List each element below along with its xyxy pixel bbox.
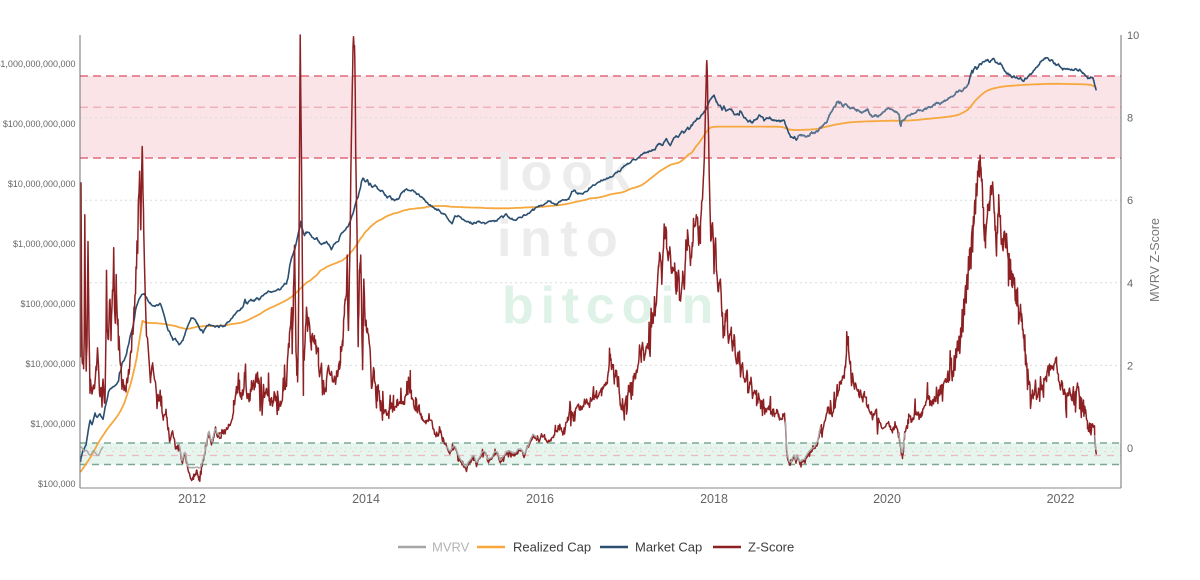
svg-text:$100,000,000: $100,000,000 — [20, 299, 75, 309]
svg-text:$1,000,000: $1,000,000 — [30, 419, 75, 429]
svg-text:look: look — [497, 144, 640, 202]
svg-text:$1,000,000,000: $1,000,000,000 — [13, 239, 76, 249]
svg-text:4: 4 — [1127, 278, 1133, 290]
svg-text:Z-Score: Z-Score — [748, 540, 794, 555]
svg-text:8: 8 — [1127, 113, 1133, 125]
svg-text:bitcoin: bitcoin — [502, 277, 720, 335]
svg-text:$100,000,000,000: $100,000,000,000 — [3, 119, 76, 129]
svg-text:2012: 2012 — [178, 492, 206, 506]
svg-text:$1,000,000,000,000: $1,000,000,000,000 — [0, 59, 76, 69]
svg-text:$10,000,000: $10,000,000 — [25, 359, 75, 369]
svg-text:2014: 2014 — [352, 492, 380, 506]
svg-text:MVRV: MVRV — [432, 540, 470, 555]
svg-text:MVRV Z-Score: MVRV Z-Score — [1148, 218, 1162, 302]
svg-text:$10,000,000,000: $10,000,000,000 — [8, 179, 76, 189]
svg-text:2: 2 — [1127, 360, 1133, 372]
svg-text:Realized Cap: Realized Cap — [513, 540, 591, 555]
svg-text:2020: 2020 — [873, 492, 901, 506]
svg-text:2016: 2016 — [526, 492, 554, 506]
svg-text:6: 6 — [1127, 195, 1133, 207]
svg-text:2018: 2018 — [700, 492, 728, 506]
svg-text:2022: 2022 — [1047, 492, 1075, 506]
svg-text:10: 10 — [1127, 30, 1139, 42]
svg-text:$100,000: $100,000 — [38, 479, 76, 489]
svg-text:Market Cap: Market Cap — [635, 540, 702, 555]
svg-text:0: 0 — [1127, 443, 1133, 455]
